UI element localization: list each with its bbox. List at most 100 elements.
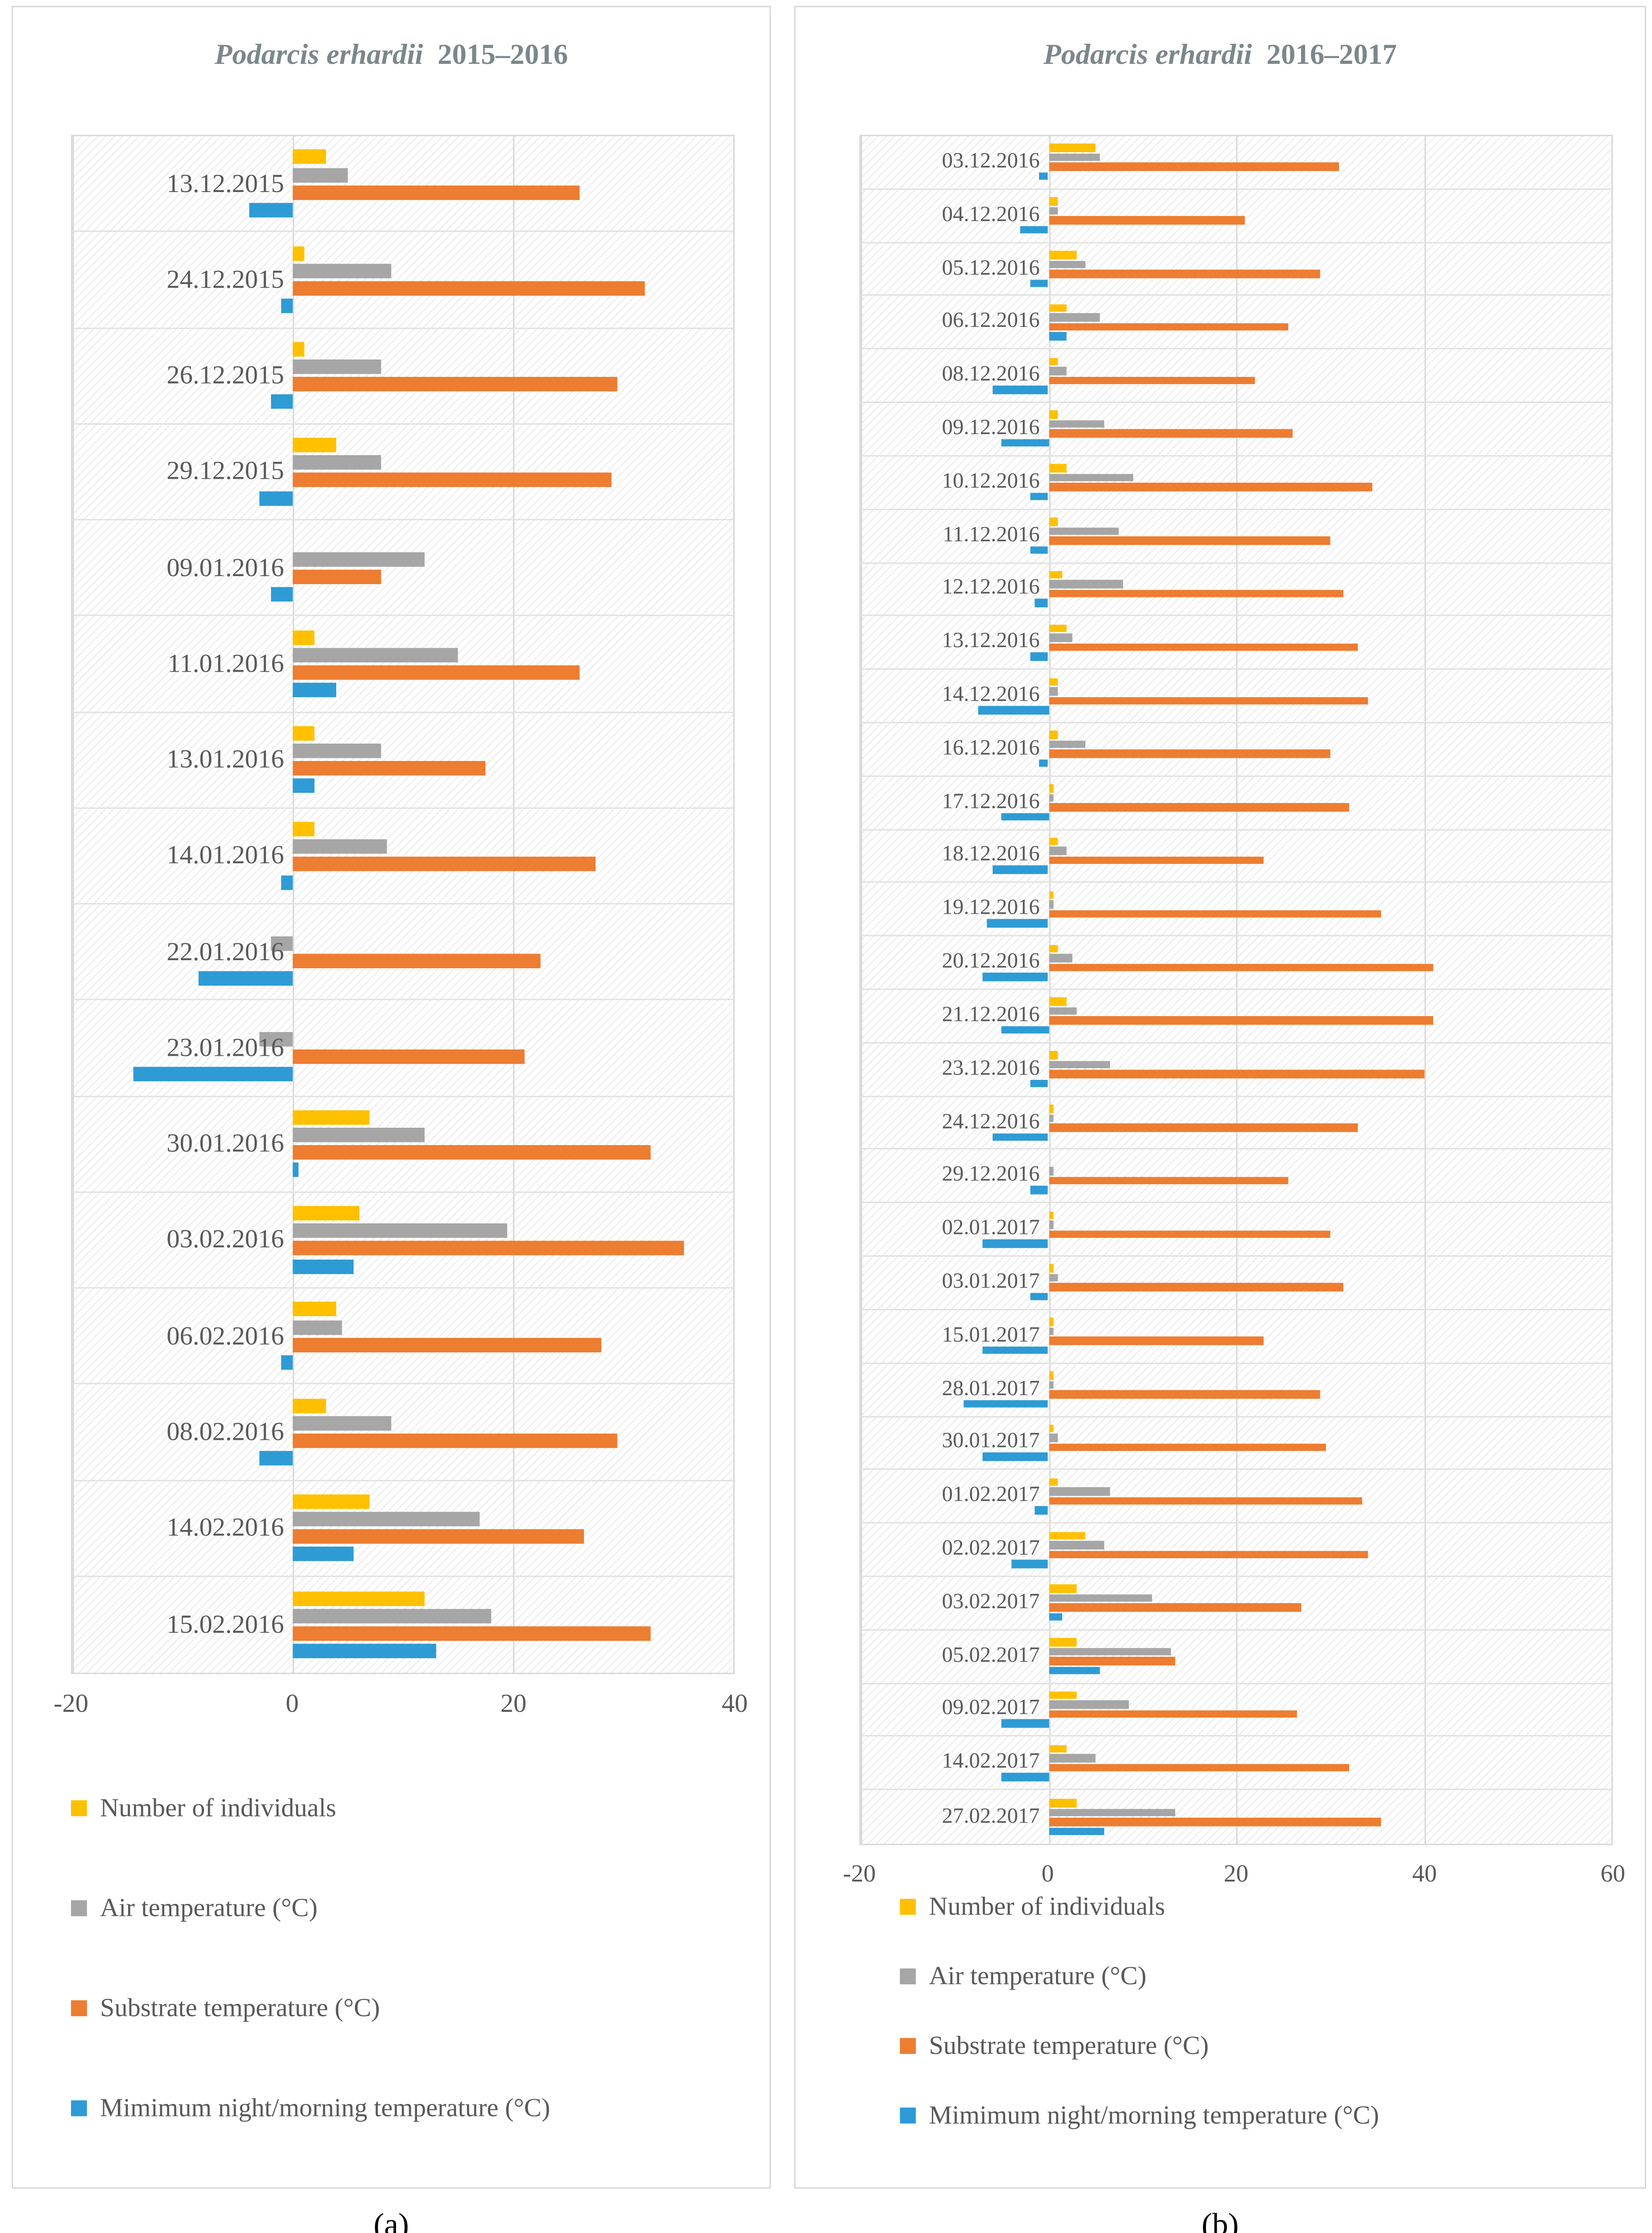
legend-item: Air temperature (°C) xyxy=(900,1961,1379,1991)
bar-individuals xyxy=(1048,464,1068,473)
category-label: 29.12.2016 xyxy=(942,1163,1040,1187)
bar-min_night xyxy=(1001,812,1049,821)
bar-min_night xyxy=(1001,1719,1049,1728)
bar-substrate xyxy=(1048,163,1339,171)
bar-group xyxy=(861,136,1611,188)
category-label: 09.12.2016 xyxy=(942,417,1040,440)
bar-substrate xyxy=(1048,430,1293,438)
bar-individuals xyxy=(1048,998,1068,1006)
bar-substrate xyxy=(292,1337,601,1352)
bar-air xyxy=(1048,207,1058,215)
bar-group xyxy=(861,1150,1611,1202)
gridline xyxy=(292,136,294,1673)
category-row: 24.12.2016 xyxy=(860,1097,1612,1150)
bar-air xyxy=(1048,1701,1128,1709)
bar-substrate xyxy=(1048,1123,1358,1132)
bar-substrate xyxy=(1048,1176,1288,1185)
category-row: 13.12.2016 xyxy=(860,616,1612,670)
bar-min_night xyxy=(1034,1506,1049,1514)
bar-min_night xyxy=(1011,1560,1049,1568)
bar-individuals xyxy=(1048,677,1058,686)
bar-individuals xyxy=(1048,784,1053,793)
bar-substrate xyxy=(292,1145,651,1160)
bar-substrate xyxy=(292,761,486,776)
bar-group xyxy=(861,1363,1611,1415)
bar-group xyxy=(861,403,1611,455)
bar-group xyxy=(861,1631,1611,1682)
bar-group xyxy=(72,328,733,423)
category-row: 02.02.2017 xyxy=(860,1524,1612,1577)
legend-label: Number of individuals xyxy=(929,1891,1165,1921)
category-row: 30.01.2017 xyxy=(860,1417,1612,1471)
bar-min_night xyxy=(978,706,1049,714)
bar-group xyxy=(861,830,1611,882)
bar-group xyxy=(861,1790,1611,1844)
bar-individuals xyxy=(292,1302,337,1317)
bar-air xyxy=(271,936,293,950)
bar-air xyxy=(292,167,348,182)
category-label: 01.02.2017 xyxy=(942,1484,1040,1507)
bar-group xyxy=(861,350,1611,401)
category-label: 11.01.2016 xyxy=(167,648,284,677)
bar-group xyxy=(861,297,1611,348)
category-label: 03.02.2016 xyxy=(167,1225,284,1254)
bar-substrate xyxy=(1048,536,1330,545)
bar-individuals xyxy=(1048,144,1096,152)
bar-substrate xyxy=(1048,1070,1424,1078)
gridline xyxy=(513,136,515,1673)
bar-min_night xyxy=(292,1259,354,1274)
bar-group xyxy=(861,1204,1611,1255)
category-row: 19.12.2016 xyxy=(860,883,1612,937)
bar-substrate xyxy=(292,473,612,488)
bar-air xyxy=(292,648,458,662)
legend: Number of individuals Air temperature (°C… xyxy=(900,1892,1379,2170)
bar-substrate xyxy=(1048,803,1349,811)
bar-air xyxy=(1048,1808,1175,1817)
bar-min_night xyxy=(292,1163,298,1178)
category-label: 02.01.2017 xyxy=(942,1217,1040,1241)
bar-substrate xyxy=(1048,1443,1326,1452)
category-row: 09.01.2016 xyxy=(72,520,734,617)
category-label: 03.02.2017 xyxy=(942,1590,1040,1614)
category-label: 13.12.2015 xyxy=(167,168,284,197)
bar-substrate xyxy=(1048,1283,1344,1292)
bar-air xyxy=(292,744,381,758)
bar-air xyxy=(1048,1167,1053,1175)
bar-air xyxy=(1048,740,1086,749)
bar-group xyxy=(72,1192,733,1287)
category-row: 17.12.2016 xyxy=(860,777,1612,830)
category-label: 14.01.2016 xyxy=(167,841,284,870)
bar-min_night xyxy=(1039,172,1049,180)
category-row: 11.12.2016 xyxy=(860,510,1612,563)
legend-item: Number of individuals xyxy=(71,1793,550,1823)
category-label: 24.12.2016 xyxy=(942,1110,1040,1134)
bar-group xyxy=(861,883,1611,935)
bar-substrate xyxy=(292,1049,524,1064)
category-label: 13.12.2016 xyxy=(942,630,1040,653)
bar-substrate xyxy=(1048,1818,1382,1826)
legend-label: Substrate temperature (°C) xyxy=(100,1993,380,2022)
bar-substrate xyxy=(292,1529,585,1544)
bar-air xyxy=(1048,580,1124,589)
bar-group xyxy=(72,1576,733,1673)
bar-min_night xyxy=(983,973,1049,981)
bar-min_night xyxy=(1048,1827,1105,1836)
category-row: 18.12.2016 xyxy=(860,830,1612,883)
bar-individuals xyxy=(1048,411,1058,419)
bar-substrate xyxy=(1048,696,1368,705)
category-label: 30.01.2016 xyxy=(167,1129,284,1158)
category-label: 15.01.2017 xyxy=(942,1324,1040,1347)
category-label: 04.12.2016 xyxy=(942,203,1040,227)
plot-area: 03.12.2016 04.12.2016 05.12.2016 06.12.2016… xyxy=(859,134,1613,1845)
category-label: 28.01.2017 xyxy=(942,1377,1040,1401)
bar-individuals xyxy=(1048,1799,1077,1807)
bar-min_night xyxy=(292,1547,354,1562)
category-row: 14.12.2016 xyxy=(860,670,1612,723)
category-row: 27.02.2017 xyxy=(861,1790,1611,1844)
category-label: 08.02.2016 xyxy=(167,1417,284,1446)
bar-group xyxy=(72,232,733,327)
bar-individuals xyxy=(1048,944,1058,953)
category-row: 14.01.2016 xyxy=(72,808,734,905)
category-label: 03.01.2017 xyxy=(942,1270,1040,1294)
bar-individuals xyxy=(292,1398,326,1413)
